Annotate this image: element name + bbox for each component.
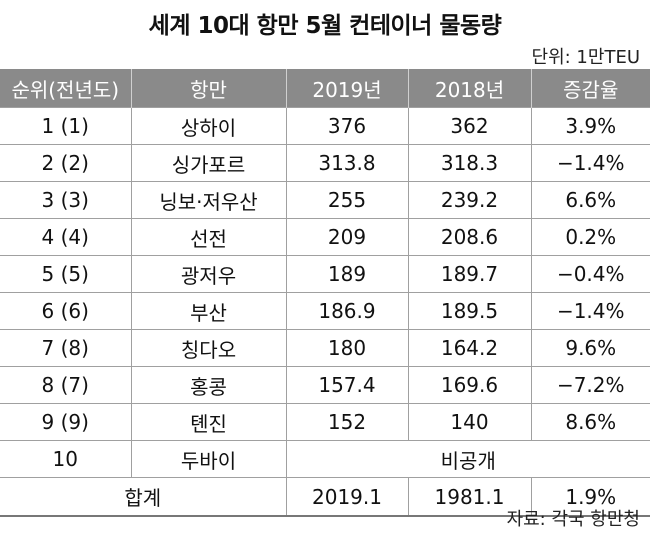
port-volume-table: 순위(전년도) 항만 2019년 2018년 증감율 1 (1) 상하이 376… [0,69,650,517]
port-cell: 두바이 [130,440,287,478]
volume-2019-cell: 152 [285,403,409,441]
table-row: 7 (8) 칭다오 180 164.2 9.6% [0,329,650,367]
rank-cell: 4 (4) [0,218,132,256]
volume-2018-cell: 189.7 [407,255,532,293]
volume-2018-cell: 169.6 [407,366,532,404]
rank-cell: 6 (6) [0,292,132,330]
table-row: 9 (9) 톈진 152 140 8.6% [0,403,650,441]
table-row: 5 (5) 광저우 189 189.7 −0.4% [0,255,650,293]
header-change-rate: 증감율 [530,69,650,108]
header-rank: 순위(전년도) [0,69,132,108]
change-rate-cell: 8.6% [530,403,650,441]
rank-cell: 8 (7) [0,366,132,404]
volume-2018-cell: 189.5 [407,292,532,330]
volume-2019-cell: 209 [285,218,409,256]
undisclosed-cell: 비공개 [285,440,650,478]
volume-2018-cell: 318.3 [407,144,532,182]
change-rate-cell: −1.4% [530,144,650,182]
total-row: 합계 2019.1 1981.1 1.9% [0,477,650,517]
header-2018: 2018년 [407,69,532,108]
port-cell: 부산 [130,292,287,330]
volume-2018-cell: 208.6 [407,218,532,256]
change-rate-cell: −7.2% [530,366,650,404]
table-row: 4 (4) 선전 209 208.6 0.2% [0,218,650,256]
table-row: 8 (7) 홍콩 157.4 169.6 −7.2% [0,366,650,404]
port-cell: 칭다오 [130,329,287,367]
port-cell: 톈진 [130,403,287,441]
table-row: 2 (2) 싱가포르 313.8 318.3 −1.4% [0,144,650,182]
port-cell: 홍콩 [130,366,287,404]
rank-cell: 1 (1) [0,107,132,145]
change-rate-cell: 3.9% [530,107,650,145]
port-cell: 싱가포르 [130,144,287,182]
volume-2018-cell: 362 [407,107,532,145]
table-row: 1 (1) 상하이 376 362 3.9% [0,107,650,145]
rank-cell: 9 (9) [0,403,132,441]
header-row: 순위(전년도) 항만 2019년 2018년 증감율 [0,69,650,108]
total-2019-cell: 2019.1 [285,477,409,517]
change-rate-cell: 0.2% [530,218,650,256]
table-row: 6 (6) 부산 186.9 189.5 −1.4% [0,292,650,330]
rank-cell: 10 [0,440,132,478]
change-rate-cell: 6.6% [530,181,650,219]
volume-2018-cell: 140 [407,403,532,441]
volume-2019-cell: 255 [285,181,409,219]
volume-2019-cell: 189 [285,255,409,293]
total-label: 합계 [0,477,287,517]
change-rate-cell: 9.6% [530,329,650,367]
change-rate-cell: −0.4% [530,255,650,293]
rank-cell: 3 (3) [0,181,132,219]
port-cell: 상하이 [130,107,287,145]
volume-2018-cell: 239.2 [407,181,532,219]
volume-2018-cell: 164.2 [407,329,532,367]
rank-cell: 5 (5) [0,255,132,293]
port-cell: 닝보·저우산 [130,181,287,219]
header-2019: 2019년 [285,69,409,108]
table-row: 10 두바이 비공개 [0,440,650,478]
table-row: 3 (3) 닝보·저우산 255 239.2 6.6% [0,181,650,219]
header-port: 항만 [130,69,287,108]
rank-cell: 2 (2) [0,144,132,182]
unit-note: 단위: 1만TEU [531,47,640,68]
total-2018-cell: 1981.1 [407,477,532,517]
port-cell: 선전 [130,218,287,256]
source-note: 자료: 각국 항만청 [506,509,640,530]
total-rate-cell: 1.9% [530,477,650,517]
port-cell: 광저우 [130,255,287,293]
volume-2019-cell: 180 [285,329,409,367]
rank-cell: 7 (8) [0,329,132,367]
table-title: 세계 10대 항만 5월 컨테이너 물동량 [148,13,502,39]
volume-2019-cell: 376 [285,107,409,145]
change-rate-cell: −1.4% [530,292,650,330]
volume-2019-cell: 186.9 [285,292,409,330]
volume-2019-cell: 313.8 [285,144,409,182]
volume-2019-cell: 157.4 [285,366,409,404]
